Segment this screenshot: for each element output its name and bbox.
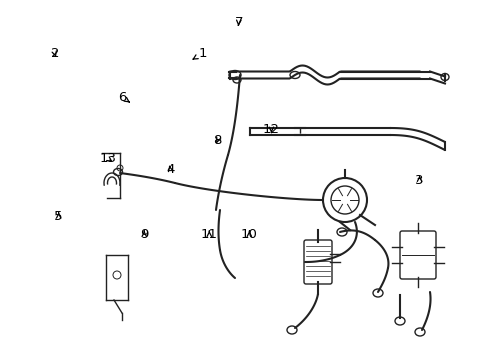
Text: 11: 11 bbox=[201, 228, 217, 240]
Text: 12: 12 bbox=[263, 123, 279, 136]
Text: 2: 2 bbox=[50, 47, 59, 60]
Text: 10: 10 bbox=[241, 228, 257, 240]
Circle shape bbox=[117, 165, 123, 171]
Text: 1: 1 bbox=[193, 47, 207, 60]
Text: 13: 13 bbox=[99, 152, 116, 165]
Text: 5: 5 bbox=[54, 210, 63, 222]
Text: 4: 4 bbox=[165, 163, 174, 176]
Text: 7: 7 bbox=[234, 16, 243, 29]
Text: 6: 6 bbox=[118, 91, 129, 104]
Text: 9: 9 bbox=[140, 228, 148, 240]
Text: 8: 8 bbox=[213, 134, 222, 147]
Text: 3: 3 bbox=[414, 174, 423, 186]
